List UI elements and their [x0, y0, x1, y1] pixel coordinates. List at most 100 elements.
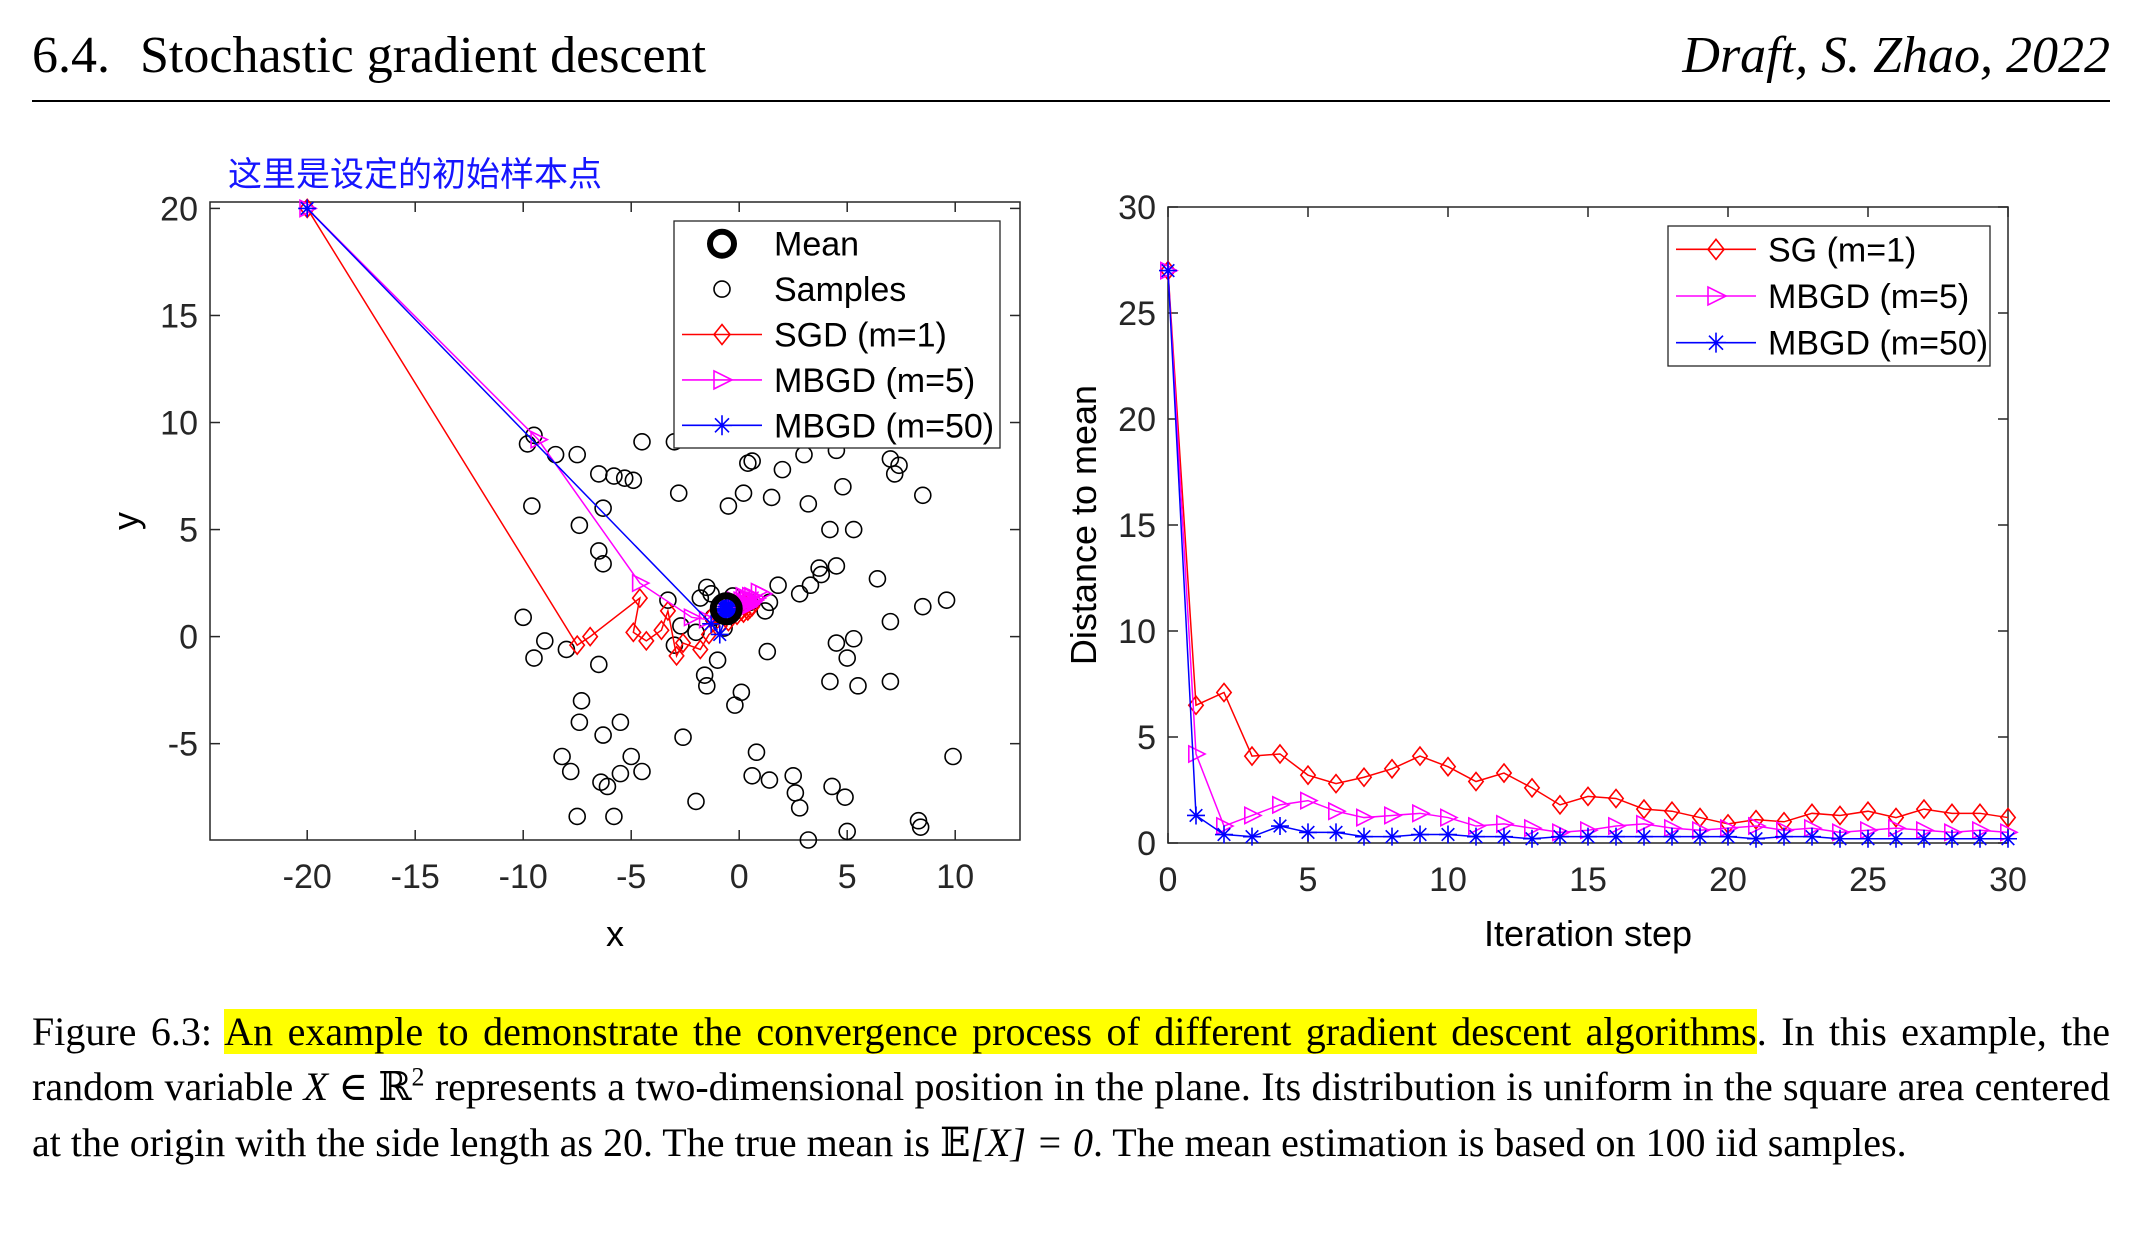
distance-series-marker	[1888, 818, 1907, 838]
distance-series-marker	[1860, 820, 1879, 840]
scatter-series-marker	[700, 624, 718, 645]
distance-series-marker	[1803, 827, 1821, 846]
math-reals: ℝ	[378, 1064, 412, 1110]
sample-point	[844, 520, 863, 539]
distance-series-marker	[1384, 806, 1403, 825]
section-number: 6.4.	[32, 27, 110, 84]
sample-point	[812, 565, 831, 584]
sample-point	[849, 677, 867, 695]
distance-series-marker	[1720, 818, 1739, 838]
sample-point	[743, 766, 761, 785]
sample-point	[622, 747, 641, 766]
distance-series-marker	[2000, 823, 2019, 842]
distance-series-marker	[1579, 786, 1597, 807]
distance-series-marker	[1411, 745, 1429, 767]
sample-point	[790, 799, 809, 817]
distance-y-tick-label: 0	[1137, 825, 1156, 863]
distance-y-tick-label: 10	[1118, 613, 1156, 651]
distance-series-marker	[1495, 827, 1513, 846]
sample-point	[823, 777, 841, 796]
sample-point	[743, 452, 761, 470]
sample-point	[570, 516, 589, 535]
sample-point	[594, 499, 612, 517]
distance-y-tick-label: 30	[1118, 189, 1156, 227]
distance-series-marker	[1776, 820, 1795, 840]
section-heading: 6.4. Stochastic gradient descent	[32, 26, 706, 85]
scatter-legend-label: Mean	[774, 226, 859, 264]
distance-series-marker	[1243, 827, 1261, 846]
distance-y-tick-label: 20	[1118, 401, 1156, 439]
distance-series-marker	[1467, 771, 1485, 792]
distance-series-marker	[1383, 827, 1401, 846]
sample-point	[799, 495, 818, 513]
distance-legend-marker	[1707, 285, 1728, 307]
sample-point	[674, 728, 692, 747]
scatter-series-marker	[653, 619, 670, 641]
distance-series-marker	[1243, 745, 1261, 767]
distance-series-marker	[1215, 682, 1233, 703]
scatter-y-tick-label: 15	[160, 297, 198, 335]
section-title: Stochastic gradient descent	[140, 27, 707, 84]
distance-y-tick-label: 25	[1118, 295, 1156, 333]
scatter-series-marker	[717, 599, 736, 618]
distance-series-marker	[1580, 820, 1599, 840]
distance-series-marker	[1356, 808, 1375, 827]
distance-series-marker	[1551, 827, 1569, 846]
scatter-series-marker	[659, 600, 677, 622]
caption-period: .	[1756, 1009, 1767, 1054]
sample-point	[598, 777, 617, 796]
distance-x-tick-label: 20	[1709, 861, 1747, 899]
distance-x-tick-label: 0	[1159, 861, 1178, 899]
scatter-series-marker	[683, 607, 703, 627]
sample-point	[836, 788, 854, 806]
distance-series-marker	[1579, 827, 1597, 846]
distance-legend-label: MBGD (m=50)	[1768, 325, 1988, 363]
scatter-y-tick-label: 0	[179, 619, 198, 657]
math-in-symbol: ∈	[338, 1064, 368, 1109]
distance-series-marker	[1411, 825, 1429, 844]
sample-point	[611, 764, 630, 783]
caption-sentence-intro: In this example, the random variable	[32, 1009, 2111, 1109]
scatter-series-marker	[702, 614, 721, 633]
distance-series-marker	[1271, 743, 1289, 765]
figure: 这里是设定的初始样本点 -20 -15 -10 -5 0 5 10 -5 0 5 10 15 20 x y M…	[105, 155, 2027, 954]
sample-point	[760, 771, 779, 789]
scatter-legend-label: Samples	[774, 271, 906, 309]
distance-series-marker	[1971, 829, 1989, 848]
caption-label: Figure 6.3:	[32, 1009, 212, 1054]
mean-marker	[709, 592, 743, 626]
scatter-series-marker	[692, 639, 709, 660]
distance-series-marker	[1216, 816, 1235, 836]
distance-series-marker	[1664, 818, 1683, 838]
sample-point	[589, 655, 608, 674]
sample-point	[615, 469, 634, 487]
distance-series-marker	[1887, 829, 1905, 848]
scatter-y-tick-label: 20	[160, 190, 198, 228]
sample-point	[838, 649, 857, 667]
sample-point	[784, 766, 803, 785]
distance-legend-marker	[1706, 238, 1726, 261]
distance-series-marker	[1832, 823, 1851, 842]
distance-series-marker	[1859, 829, 1877, 848]
distance-series-marker	[1299, 764, 1317, 786]
distance-series-marker	[1215, 825, 1233, 844]
running-head: 6.4. Stochastic gradient descent Draft, S…	[32, 18, 2110, 102]
scatter-legend-label: SGD (m=1)	[774, 317, 947, 355]
sample-point	[525, 426, 543, 445]
distance-series-marker	[1719, 827, 1737, 846]
scatter-legend-marker	[712, 323, 732, 346]
sample-point	[790, 584, 809, 603]
sample-point	[838, 822, 857, 841]
sample-point	[561, 762, 580, 781]
distance-y-tick-label: 15	[1118, 507, 1156, 545]
sample-point	[756, 602, 774, 620]
distance-series-marker	[1887, 807, 1905, 828]
sample-point	[881, 672, 900, 691]
sample-point	[732, 683, 751, 702]
sample-point	[605, 807, 623, 826]
sample-point	[594, 726, 612, 744]
sample-point	[570, 713, 589, 732]
sample-point	[572, 692, 591, 710]
sample-point	[911, 818, 930, 836]
distance-series-marker	[1383, 758, 1401, 780]
